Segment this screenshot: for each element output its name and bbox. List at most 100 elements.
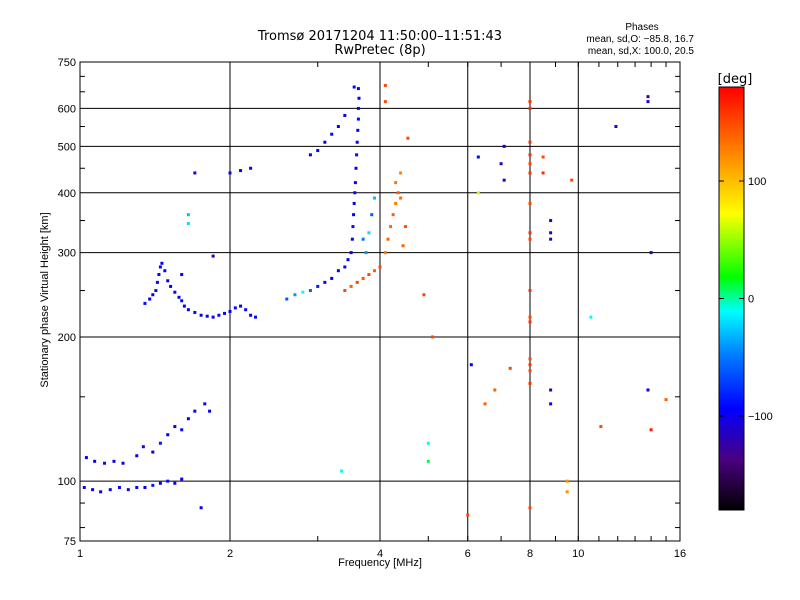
data-point [528,231,532,235]
data-point [186,213,190,217]
data-point [285,297,289,301]
data-point [180,428,184,432]
data-point [383,83,387,87]
data-point [357,96,361,100]
y-tick-label: 500 [58,141,76,153]
data-point [117,485,121,489]
colorbar-tick-label: −100 [748,411,773,423]
data-point [476,155,480,159]
data-point [528,357,532,361]
data-point [330,276,334,280]
data-point [349,284,353,288]
data-point [565,479,569,483]
data-point [352,213,356,217]
colorbar-tick-label: 0 [748,294,754,306]
x-tick-label: 1 [77,548,83,560]
grid-lines [80,62,680,541]
x-axis-label: Frequency [MHz] [338,557,422,569]
data-point [228,310,232,314]
data-point [373,196,377,200]
data-point [483,402,487,406]
data-point [173,290,177,294]
data-point [253,315,257,319]
data-point [186,222,190,226]
data-point [228,171,232,175]
data-point [549,231,553,235]
data-point [301,290,305,294]
data-point [205,314,209,318]
data-point [151,450,155,454]
y-tick-label: 300 [58,248,76,260]
data-point [364,251,368,255]
data-point [378,265,382,269]
data-point [160,261,164,265]
data-point [352,85,356,89]
data-point [528,100,532,104]
data-point [151,293,155,297]
data-point [401,244,405,248]
data-point [528,381,532,385]
data-point [528,506,532,510]
y-tick-label: 75 [64,536,76,548]
data-point [158,441,162,445]
data-point [386,237,390,241]
data-point [649,428,653,432]
x-tick-label: 4 [377,548,383,560]
data-point [549,388,553,392]
data-point [193,310,197,314]
data-point [199,506,203,510]
data-point [151,483,155,487]
data-point [217,313,221,317]
data-point [316,284,320,288]
data-point [323,280,327,284]
data-point [336,125,340,129]
data-point [646,388,650,392]
data-point [173,481,177,485]
data-point [343,113,347,117]
data-point [426,441,430,445]
data-point [177,295,181,299]
data-point [599,425,603,429]
data-point [126,488,130,492]
data-point [391,213,395,217]
data-point [141,445,145,449]
data-point [180,299,184,303]
data-point [157,273,161,277]
data-point [541,155,545,159]
phases-o-stats: mean, sd,O: −85.8, 16.7 [586,34,694,45]
data-point [406,136,410,140]
data-point [528,237,532,241]
data-point [549,402,553,406]
data-point [340,469,344,473]
data-point [336,269,340,273]
data-point [549,237,553,241]
data-point [316,149,320,153]
data-point [431,335,435,339]
data-point [180,477,184,481]
data-point [249,166,253,170]
data-point [193,409,197,413]
data-point [186,417,190,421]
data-point [549,219,553,223]
data-point [82,485,86,489]
data-point [664,398,668,402]
data-point [370,213,374,217]
data-point [356,128,360,132]
data-point [528,171,532,175]
data-point [154,289,158,293]
data-point [330,132,334,136]
data-point [355,280,359,284]
data-point [158,481,162,485]
data-point [528,315,532,319]
data-point [528,369,532,373]
data-point [182,304,186,308]
data-point [356,117,360,121]
data-point [208,409,212,413]
data-point [389,225,393,229]
colorbar-tick-label: 100 [748,176,766,188]
data-point [249,313,253,317]
data-point [565,490,569,494]
data-point [367,231,371,235]
data-point [180,273,184,277]
